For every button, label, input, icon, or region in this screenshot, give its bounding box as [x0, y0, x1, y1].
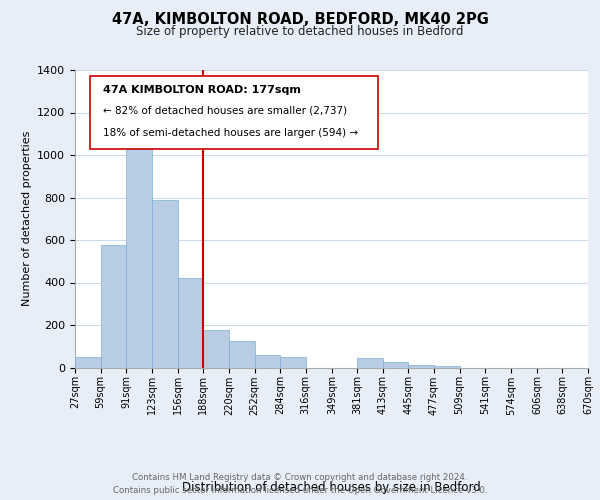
Bar: [358, 358, 383, 368]
Bar: [101, 246, 126, 368]
Bar: [383, 362, 409, 368]
Text: 18% of semi-detached houses are larger (594) →: 18% of semi-detached houses are larger (…: [103, 128, 358, 138]
Bar: [75, 357, 101, 368]
Text: Size of property relative to detached houses in Bedford: Size of property relative to detached ho…: [136, 25, 464, 38]
Bar: [126, 146, 152, 368]
FancyBboxPatch shape: [91, 76, 377, 149]
Bar: [280, 357, 305, 368]
X-axis label: Distribution of detached houses by size in Bedford: Distribution of detached houses by size …: [182, 482, 481, 494]
Text: Contains public sector information licensed under the Open Government Licence v3: Contains public sector information licen…: [113, 486, 487, 495]
Bar: [434, 366, 460, 368]
Bar: [203, 330, 229, 368]
Bar: [229, 341, 254, 367]
Bar: [152, 200, 178, 368]
Text: 47A KIMBOLTON ROAD: 177sqm: 47A KIMBOLTON ROAD: 177sqm: [103, 85, 301, 95]
Text: 47A, KIMBOLTON ROAD, BEDFORD, MK40 2PG: 47A, KIMBOLTON ROAD, BEDFORD, MK40 2PG: [112, 12, 488, 28]
Bar: [178, 278, 203, 368]
Y-axis label: Number of detached properties: Number of detached properties: [22, 131, 32, 306]
Text: ← 82% of detached houses are smaller (2,737): ← 82% of detached houses are smaller (2,…: [103, 106, 347, 116]
Bar: [254, 355, 280, 368]
Text: Contains HM Land Registry data © Crown copyright and database right 2024.: Contains HM Land Registry data © Crown c…: [132, 472, 468, 482]
Bar: [409, 366, 434, 368]
